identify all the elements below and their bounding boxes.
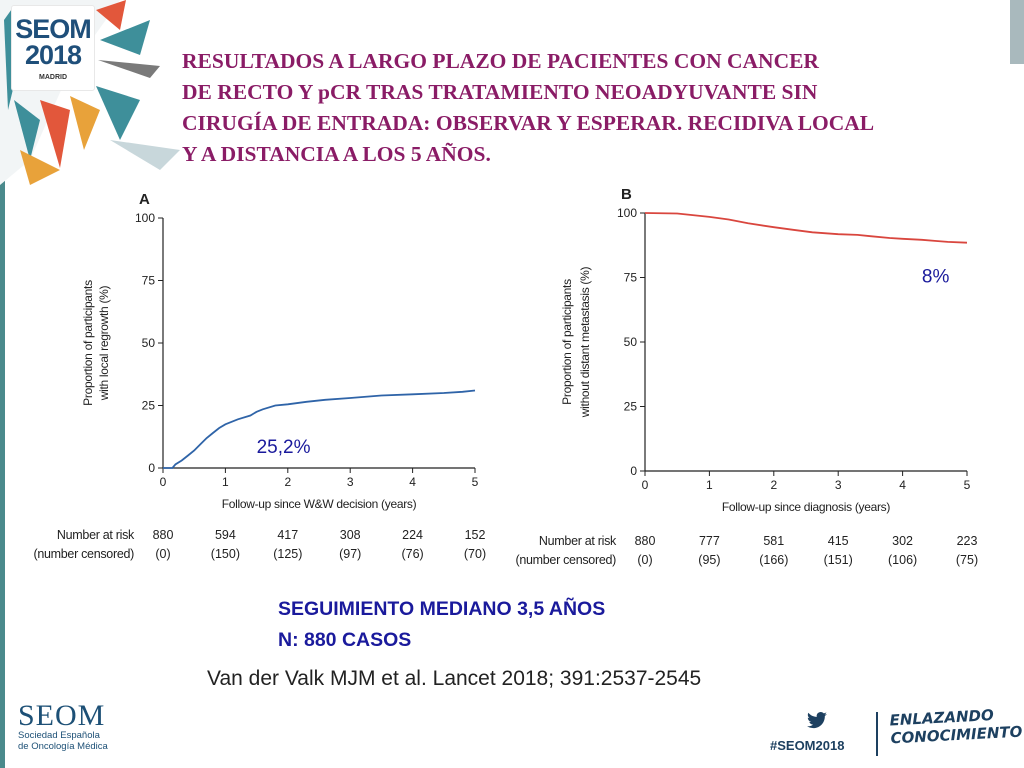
risk-censored-value: (0)	[155, 547, 170, 561]
median-followup-text: SEGUIMIENTO MEDIANO 3,5 AÑOS	[278, 598, 606, 620]
risk-table-label: Number at risk	[57, 528, 135, 542]
seom-2018-logo: SEOM 2018 MADRID	[12, 6, 94, 90]
risk-censored-value: (95)	[698, 553, 720, 567]
x-tick-label: 0	[160, 475, 167, 489]
logo-year-text: 2018	[24, 40, 82, 70]
title-line: RESULTADOS A LARGO PLAZO DE PACIENTES CO…	[182, 49, 819, 73]
risk-table-label: (number censored)	[33, 547, 134, 561]
risk-at-risk-value: 581	[763, 534, 784, 548]
title-line: CIRUGÍA DE ENTRADA: OBSERVAR Y ESPERAR. …	[182, 111, 875, 135]
x-axis-label: Follow-up since diagnosis (years)	[722, 500, 890, 514]
risk-at-risk-value: 152	[465, 528, 486, 542]
chart-a-local-regrowth: A 0 25 50 75 100 0 1 2 3 4 5 Follow-up since W&W dec…	[33, 191, 486, 561]
risk-censored-value: (166)	[759, 553, 788, 567]
slide-title: RESULTADOS A LARGO PLAZO DE PACIENTES CO…	[182, 46, 1012, 170]
y-tick-label: 50	[142, 336, 156, 350]
x-tick-label: 2	[284, 475, 291, 489]
panel-letter: B	[621, 186, 632, 203]
title-line: DE RECTO Y pCR TRAS TRATAMIENTO NEOADYUV…	[182, 80, 818, 104]
slogan: ENLAZANDO CONOCIMIENTO	[889, 705, 1023, 747]
x-tick-label: 4	[409, 475, 416, 489]
risk-at-risk-value: 880	[635, 534, 656, 548]
risk-at-risk-value: 223	[957, 534, 978, 548]
y-tick-label: 75	[624, 271, 638, 285]
risk-at-risk-value: 417	[277, 528, 298, 542]
y-tick-label: 0	[630, 464, 637, 478]
x-tick-label: 1	[706, 478, 713, 492]
y-tick-label: 0	[148, 461, 155, 475]
x-tick-label: 4	[899, 478, 906, 492]
curve-annotation: 8%	[922, 267, 950, 288]
citation-text: Van der Valk MJM et al. Lancet 2018; 391…	[207, 667, 702, 690]
y-tick-label: 100	[135, 211, 155, 225]
km-curve	[644, 212, 968, 244]
logo-seom-text: SEOM	[15, 14, 92, 44]
y-tick-label: 100	[617, 206, 637, 220]
risk-censored-value: (76)	[401, 547, 423, 561]
y-tick-label: 50	[624, 335, 638, 349]
x-tick-label: 3	[347, 475, 354, 489]
risk-censored-value: (151)	[824, 553, 853, 567]
y-axis-label: without distant metastasis (%)	[578, 267, 592, 419]
risk-at-risk-value: 224	[402, 528, 423, 542]
left-accent-stripe	[0, 0, 5, 768]
y-tick-label: 75	[142, 274, 156, 288]
risk-censored-value: (97)	[339, 547, 361, 561]
study-summary: SEGUIMIENTO MEDIANO 3,5 AÑOS N: 880 CASO…	[278, 594, 605, 656]
corner-accent-bar	[1010, 0, 1024, 64]
footer-divider	[876, 712, 878, 756]
y-axis-label: Proportion of participants	[560, 279, 574, 405]
risk-censored-value: (75)	[956, 553, 978, 567]
risk-censored-value: (125)	[273, 547, 302, 561]
x-tick-label: 5	[964, 478, 971, 492]
risk-at-risk-value: 415	[828, 534, 849, 548]
risk-table-label: (number censored)	[515, 553, 616, 567]
y-axis-label: Proportion of participants	[81, 280, 95, 406]
x-tick-label: 5	[472, 475, 479, 489]
logo-city-text: MADRID	[39, 74, 67, 81]
risk-table-label: Number at risk	[539, 534, 617, 548]
risk-at-risk-value: 594	[215, 528, 236, 542]
risk-censored-value: (70)	[464, 547, 486, 561]
curve-annotation: 25,2%	[257, 437, 311, 458]
panel-letter: A	[139, 191, 150, 208]
risk-at-risk-value: 308	[340, 528, 361, 542]
case-count-text: N: 880 CASOS	[278, 629, 412, 651]
twitter-bird-icon	[807, 712, 827, 729]
x-tick-label: 2	[770, 478, 777, 492]
hashtag-text: #SEOM2018	[770, 738, 845, 753]
risk-censored-value: (150)	[211, 547, 240, 561]
risk-at-risk-value: 880	[153, 528, 174, 542]
x-tick-label: 0	[642, 478, 649, 492]
x-tick-label: 3	[835, 478, 842, 492]
risk-censored-value: (0)	[637, 553, 652, 567]
km-curve	[163, 389, 476, 469]
risk-at-risk-value: 777	[699, 534, 720, 548]
y-tick-label: 25	[624, 400, 638, 414]
chart-b-distant-metastasis: B 0 25 50 75 100 0 1 2 3 4 5 Follow-up since diagnos…	[515, 186, 978, 567]
title-line: Y A DISTANCIA A LOS 5 AÑOS.	[182, 142, 491, 166]
risk-censored-value: (106)	[888, 553, 917, 567]
seom-footer-logo: SEOM Sociedad Española de Oncología Médi…	[18, 699, 108, 753]
x-tick-label: 1	[222, 475, 229, 489]
y-tick-label: 25	[142, 399, 156, 413]
risk-at-risk-value: 302	[892, 534, 913, 548]
y-axis-label: with local regrowth (%)	[97, 285, 111, 401]
footer-org-sub2: de Oncología Médica	[18, 741, 108, 752]
footer-org-name: SEOM	[18, 699, 106, 732]
x-axis-label: Follow-up since W&W decision (years)	[222, 497, 417, 511]
footer-org-sub1: Sociedad Española	[18, 730, 100, 741]
